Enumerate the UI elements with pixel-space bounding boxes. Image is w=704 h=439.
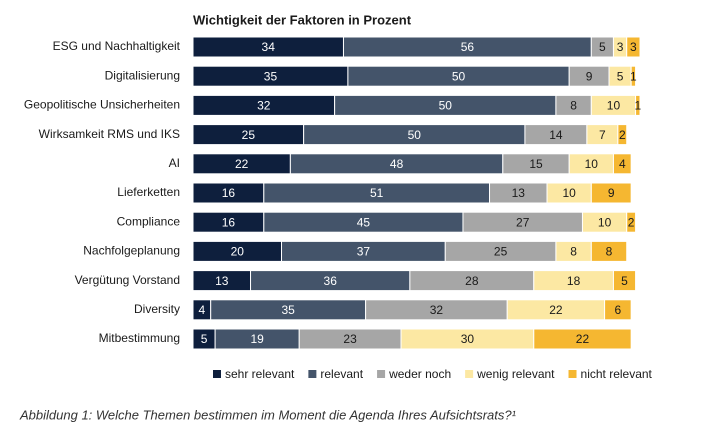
legend-label: nicht relevant	[581, 367, 653, 381]
value-label: 3	[630, 40, 637, 54]
value-label: 1	[630, 69, 637, 83]
value-label: 37	[357, 245, 371, 259]
value-label: 10	[563, 186, 577, 200]
value-label: 22	[235, 157, 249, 171]
value-label: 18	[567, 274, 581, 288]
category-label: Compliance	[117, 214, 181, 228]
bar-segment	[590, 240, 628, 262]
value-label: 22	[576, 332, 590, 346]
value-label: 8	[606, 245, 613, 259]
caption: Abbildung 1: Welche Themen bestimmen im …	[19, 407, 517, 422]
legend-swatch	[377, 370, 386, 378]
value-label: 5	[621, 274, 628, 288]
category-label: Lieferketten	[117, 185, 180, 199]
value-label: 50	[439, 99, 453, 113]
value-label: 36	[324, 274, 338, 288]
value-label: 2	[628, 215, 635, 229]
value-label: 2	[619, 128, 626, 142]
value-label: 16	[222, 215, 236, 229]
value-label: 48	[390, 157, 404, 171]
value-label: 35	[264, 69, 278, 83]
category-label: AI	[169, 156, 180, 170]
value-label: 50	[408, 128, 422, 142]
value-label: 6	[615, 303, 622, 317]
value-label: 20	[231, 245, 245, 259]
value-label: 19	[250, 332, 264, 346]
bar-segment	[630, 65, 637, 87]
value-label: 30	[461, 332, 475, 346]
bar-segment	[612, 153, 632, 175]
value-label: 32	[257, 99, 271, 113]
value-label: 34	[262, 40, 276, 54]
bar-segment	[590, 182, 632, 204]
value-label: 28	[465, 274, 479, 288]
value-label: 4	[619, 157, 626, 171]
value-label: 14	[549, 128, 563, 142]
legend-swatch	[465, 370, 474, 378]
value-label: 7	[599, 128, 606, 142]
value-label: 9	[608, 186, 615, 200]
bar-segment	[612, 270, 637, 292]
category-label: Wirksamkeit RMS und IKS	[39, 127, 180, 141]
legend-swatch	[568, 370, 577, 378]
value-label: 23	[343, 332, 357, 346]
value-label: 9	[586, 69, 593, 83]
value-label: 51	[370, 186, 384, 200]
value-label: 3	[617, 40, 624, 54]
value-label: 45	[357, 215, 371, 229]
value-label: 56	[461, 40, 475, 54]
value-label: 16	[222, 186, 236, 200]
value-label: 5	[617, 69, 624, 83]
value-label: 13	[512, 186, 526, 200]
value-label: 4	[199, 303, 206, 317]
value-label: 32	[430, 303, 444, 317]
bar-segment	[626, 36, 641, 58]
category-label: Mitbestimmung	[99, 331, 180, 345]
value-label: 10	[607, 99, 621, 113]
bar-segment	[533, 328, 632, 350]
category-label: Vergütung Vorstand	[75, 273, 180, 287]
legend-swatch	[308, 370, 317, 378]
legend-label: weder noch	[388, 367, 451, 381]
category-label: Digitalisierung	[105, 68, 180, 82]
category-label: ESG und Nachhaltigkeit	[53, 39, 181, 53]
bar-segment	[617, 124, 628, 146]
value-label: 13	[215, 274, 229, 288]
bar-segment	[604, 299, 632, 321]
value-label: 25	[494, 245, 508, 259]
category-label: Geopolitische Unsicherheiten	[24, 98, 180, 112]
category-label: Diversity	[134, 302, 180, 316]
value-label: 10	[585, 157, 599, 171]
value-label: 8	[570, 99, 577, 113]
legend-label: sehr relevant	[225, 367, 295, 381]
value-label: 27	[516, 215, 530, 229]
value-label: 1	[634, 99, 641, 113]
bar-segment	[626, 211, 637, 233]
value-label: 10	[598, 215, 612, 229]
value-label: 5	[599, 40, 606, 54]
legend-swatch	[213, 370, 221, 378]
value-label: 15	[529, 157, 543, 171]
legend-label: relevant	[320, 367, 363, 381]
value-label: 35	[281, 303, 295, 317]
value-label: 5	[201, 332, 208, 346]
legend-label: wenig relevant	[476, 367, 555, 381]
category-label: Nachfolgeplanung	[83, 244, 180, 258]
value-label: 22	[549, 303, 563, 317]
bar-segment	[635, 94, 641, 116]
value-label: 8	[570, 245, 577, 259]
value-label: 50	[452, 69, 466, 83]
chart-title: Wichtigkeit der Faktoren in Prozent	[193, 12, 412, 27]
value-label: 25	[242, 128, 256, 142]
